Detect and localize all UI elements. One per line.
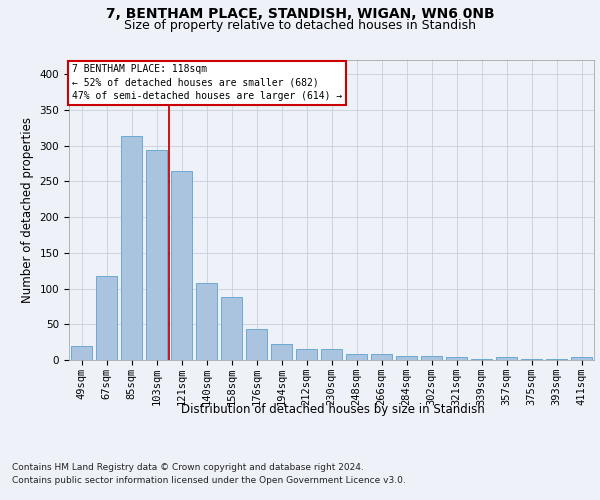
Bar [121, 136, 142, 360]
Bar [246, 330, 267, 360]
Bar [421, 356, 442, 360]
Text: Contains public sector information licensed under the Open Government Licence v3: Contains public sector information licen… [12, 476, 406, 485]
Bar [446, 357, 467, 360]
Bar [346, 354, 367, 360]
Bar [371, 354, 392, 360]
Bar [221, 297, 242, 360]
Bar [271, 344, 292, 360]
Bar [321, 348, 342, 360]
Bar [196, 283, 217, 360]
Bar [146, 150, 167, 360]
Text: Contains HM Land Registry data © Crown copyright and database right 2024.: Contains HM Land Registry data © Crown c… [12, 464, 364, 472]
Text: 7, BENTHAM PLACE, STANDISH, WIGAN, WN6 0NB: 7, BENTHAM PLACE, STANDISH, WIGAN, WN6 0… [106, 8, 494, 22]
Bar [71, 346, 92, 360]
Bar [396, 356, 417, 360]
Bar [171, 170, 192, 360]
Bar [296, 348, 317, 360]
Bar [571, 357, 592, 360]
Text: 7 BENTHAM PLACE: 118sqm
← 52% of detached houses are smaller (682)
47% of semi-d: 7 BENTHAM PLACE: 118sqm ← 52% of detache… [71, 64, 342, 101]
Text: Distribution of detached houses by size in Standish: Distribution of detached houses by size … [181, 402, 485, 415]
Bar [471, 358, 492, 360]
Bar [96, 276, 117, 360]
Text: Size of property relative to detached houses in Standish: Size of property relative to detached ho… [124, 19, 476, 32]
Bar [496, 357, 517, 360]
Y-axis label: Number of detached properties: Number of detached properties [21, 117, 34, 303]
